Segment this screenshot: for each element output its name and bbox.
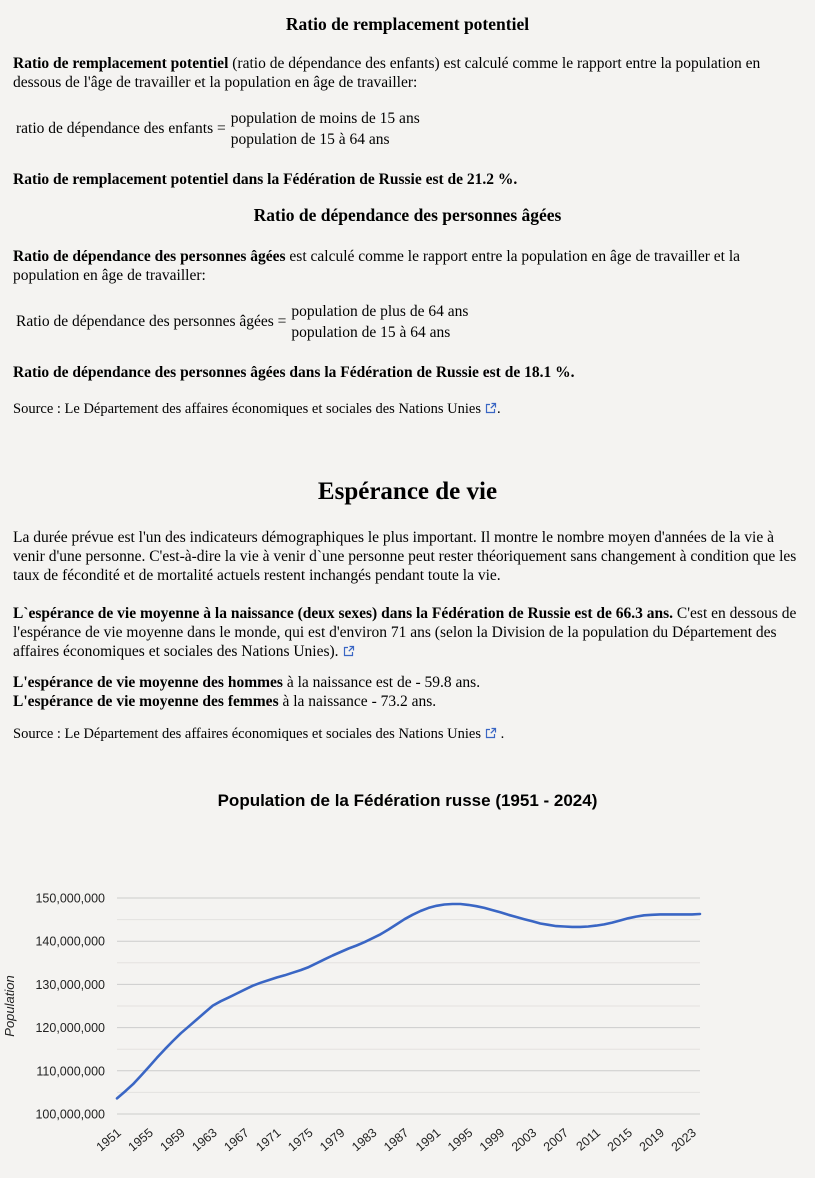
x-axis-tick-label: 1987 <box>381 1126 411 1155</box>
y-axis-tick-label: 130,000,000 <box>35 978 105 992</box>
x-axis-tick-label: 1967 <box>221 1126 251 1155</box>
elderly-ratio-paragraph: Ratio de dépendance des personnes âgées … <box>13 247 802 285</box>
y-axis-tick-label: 100,000,000 <box>35 1108 105 1122</box>
elderly-ratio-definition: est calculé comme le rapport entre la po… <box>13 248 741 284</box>
elderly-ratio-term: Ratio de dépendance des personnes âgées <box>13 248 286 265</box>
life-expectancy-intro: La durée prévue est l'un des indicateurs… <box>13 529 797 584</box>
formula-left-side: ratio de dépendance des enfants = <box>16 120 226 137</box>
x-axis-tick-label: 1979 <box>317 1126 347 1155</box>
section-title-life-expectancy: Espérance de vie <box>317 478 498 505</box>
life-expectancy-by-sex: L'espérance de vie moyenne des hommes à … <box>13 673 802 711</box>
women-life-expectancy-value: à la naissance - 73.2 ans. <box>278 693 437 710</box>
formula-denominator: population de 15 à 64 ans <box>291 324 451 341</box>
x-axis-tick-label: 2011 <box>574 1126 604 1154</box>
formula-numerator: population de plus de 64 ans <box>291 303 469 320</box>
page-content: Ratio de remplacement potentiel Ratio de… <box>0 14 815 745</box>
source-suffix: . <box>497 726 505 742</box>
y-axis-tick-label: 110,000,000 <box>36 1064 105 1078</box>
x-axis-tick-label: 1995 <box>445 1126 475 1155</box>
children-dependency-formula: ratio de dépendance des enfants = popula… <box>13 108 802 150</box>
replacement-ratio-result: Ratio de remplacement potentiel dans la … <box>13 171 518 188</box>
chart-title: Population de la Fédération russe (1951 … <box>217 791 598 810</box>
y-axis-tick-label: 140,000,000 <box>35 935 105 949</box>
x-axis-tick-label: 1963 <box>189 1126 219 1155</box>
replacement-ratio-definition: (ratio de dépendance des enfants) est ca… <box>13 55 761 91</box>
source-link[interactable]: Le Département des affaires économiques … <box>64 401 482 417</box>
population-series-line <box>115 902 702 1100</box>
section-title-elderly-ratio: Ratio de dépendance des personnes âgées <box>253 205 562 225</box>
x-axis-tick-label: 1951 <box>94 1126 124 1155</box>
source-link[interactable]: Le Département des affaires économiques … <box>64 726 482 742</box>
replacement-ratio-paragraph: Ratio de remplacement potentiel (ratio d… <box>13 54 802 92</box>
population-chart-block: Population de la Fédération russe (1951 … <box>0 790 815 1172</box>
life-expectancy-average: L`espérance de vie moyenne à la naissanc… <box>13 604 802 662</box>
y-axis-title: Population <box>2 975 17 1036</box>
y-axis-tick-label: 120,000,000 <box>35 1021 105 1035</box>
formula-left-side: Ratio de dépendance des personnes âgées … <box>16 313 287 330</box>
x-axis-tick-label: 2007 <box>541 1126 571 1155</box>
source-prefix: Source : <box>13 401 65 417</box>
source-line-1: Source : Le Département des affaires éco… <box>13 400 802 420</box>
x-axis-tick-label: 2019 <box>637 1126 667 1155</box>
formula-fraction: population de plus de 64 ans population … <box>291 301 468 343</box>
x-axis-tick-label: 1999 <box>477 1126 507 1155</box>
source-prefix: Source : <box>13 726 65 742</box>
x-axis-tick-label: 1955 <box>126 1126 156 1155</box>
x-axis-tick-label: 2015 <box>605 1126 635 1155</box>
elderly-ratio-result: Ratio de dépendance des personnes âgées … <box>13 364 575 381</box>
women-life-expectancy-label: L'espérance de vie moyenne des femmes <box>13 693 279 710</box>
x-axis-tick-label: 1975 <box>285 1126 315 1155</box>
external-link-icon[interactable] <box>485 726 497 745</box>
x-axis-tick-label: 1991 <box>413 1126 443 1155</box>
life-expectancy-world-comparison: C'est en dessous de l'espérance de vie m… <box>13 605 797 660</box>
elderly-dependency-formula: Ratio de dépendance des personnes âgées … <box>13 301 802 343</box>
section-title-replacement-ratio: Ratio de remplacement potentiel <box>285 14 530 34</box>
population-line-chart: 100,000,000 110,000,000 120,000,000 130,000… <box>2 892 702 1155</box>
men-life-expectancy-value: à la naissance est de - 59.8 ans. <box>282 674 481 691</box>
x-axis-tick-label: 2003 <box>509 1126 539 1155</box>
external-link-icon[interactable] <box>485 401 497 420</box>
formula-numerator: population de moins de 15 ans <box>230 110 420 127</box>
formula-denominator: population de 15 à 64 ans <box>230 131 390 148</box>
source-suffix: . <box>497 401 501 417</box>
formula-fraction: population de moins de 15 ans population… <box>231 108 420 150</box>
men-life-expectancy-label: L'espérance de vie moyenne des hommes <box>13 674 283 691</box>
replacement-ratio-term: Ratio de remplacement potentiel <box>13 55 229 72</box>
x-axis-tick-label: 2023 <box>669 1126 699 1155</box>
x-axis-tick-label: 1971 <box>253 1126 283 1155</box>
x-axis-tick-label: 1983 <box>349 1126 379 1155</box>
source-line-2: Source : Le Département des affaires éco… <box>13 725 802 745</box>
life-expectancy-both-sexes: L`espérance de vie moyenne à la naissanc… <box>13 605 674 622</box>
x-axis-tick-label: 1959 <box>158 1126 188 1155</box>
y-axis-tick-label: 150,000,000 <box>35 892 105 906</box>
external-link-icon[interactable] <box>343 643 355 662</box>
